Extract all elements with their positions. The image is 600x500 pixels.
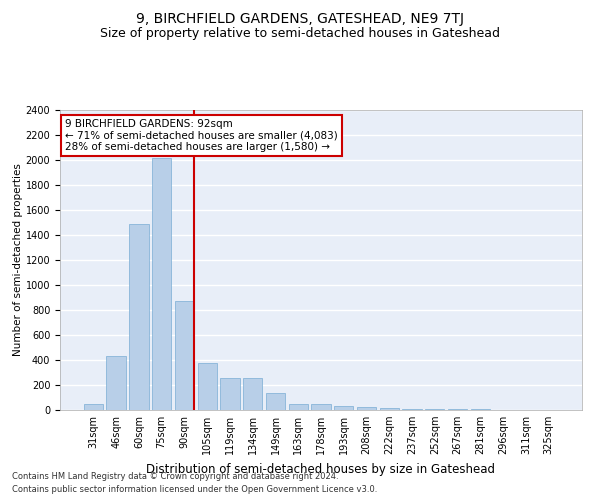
Bar [289, 404, 308, 410]
Y-axis label: Number of semi-detached properties: Number of semi-detached properties [13, 164, 23, 356]
Bar [403, 409, 422, 410]
Bar [197, 363, 217, 410]
Bar [220, 378, 239, 410]
Text: 9, BIRCHFIELD GARDENS, GATESHEAD, NE9 7TJ: 9, BIRCHFIELD GARDENS, GATESHEAD, NE9 7T… [136, 12, 464, 26]
Bar [334, 406, 353, 410]
X-axis label: Distribution of semi-detached houses by size in Gateshead: Distribution of semi-detached houses by … [146, 462, 496, 475]
Bar [425, 409, 445, 410]
Bar [380, 408, 399, 410]
Text: Size of property relative to semi-detached houses in Gateshead: Size of property relative to semi-detach… [100, 28, 500, 40]
Bar [152, 158, 172, 410]
Bar [106, 356, 126, 410]
Bar [84, 404, 103, 410]
Bar [357, 407, 376, 410]
Bar [243, 378, 262, 410]
Text: Contains public sector information licensed under the Open Government Licence v3: Contains public sector information licen… [12, 485, 377, 494]
Text: Contains HM Land Registry data © Crown copyright and database right 2024.: Contains HM Land Registry data © Crown c… [12, 472, 338, 481]
Text: 9 BIRCHFIELD GARDENS: 92sqm
← 71% of semi-detached houses are smaller (4,083)
28: 9 BIRCHFIELD GARDENS: 92sqm ← 71% of sem… [65, 119, 338, 152]
Bar [266, 393, 285, 410]
Bar [311, 404, 331, 410]
Bar [129, 224, 149, 410]
Bar [175, 301, 194, 410]
